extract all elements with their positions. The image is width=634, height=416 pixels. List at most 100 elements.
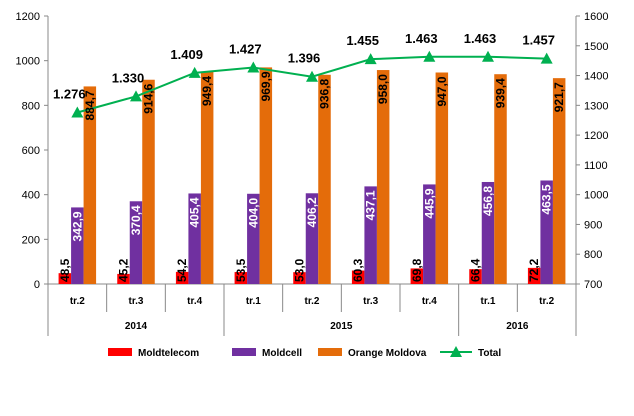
right-tick-label: 1000: [584, 190, 608, 202]
bar-moldcell: [188, 193, 201, 284]
bar-moldtelecom: [527, 267, 541, 284]
right-tick-label: 1500: [584, 41, 608, 53]
year-group-label: 2015: [330, 321, 353, 332]
left-tick-label: 0: [34, 279, 40, 291]
legend-label: Moldtelecom: [138, 348, 199, 359]
category-label: tr.3: [128, 296, 143, 307]
bar-moldcell: [71, 207, 84, 284]
legend-label: Total: [478, 348, 501, 359]
year-group-label: 2014: [125, 321, 148, 332]
bar-orange-moldova: [83, 86, 97, 285]
category-label: tr.2: [539, 296, 554, 307]
right-tick-label: 700: [584, 279, 602, 291]
right-tick-label: 1400: [584, 71, 608, 83]
bar-value-label: 53,5: [234, 258, 248, 282]
left-tick-label: 1000: [16, 56, 40, 68]
bar-orange-moldova: [494, 74, 507, 284]
total-point-marker: [188, 66, 201, 78]
bar-value-label: 66,4: [469, 258, 483, 282]
category-label: tr.3: [363, 296, 378, 307]
total-value-label: 1.330: [112, 70, 145, 85]
bar-value-label: 949,4: [200, 76, 214, 106]
bar-value-label: 914,6: [142, 83, 156, 113]
total-point-marker: [423, 50, 436, 62]
bar-value-label: 456,8: [481, 186, 495, 216]
legend-label: Orange Moldova: [348, 348, 427, 359]
bar-moldtelecom: [410, 268, 424, 284]
bar-value-label: 437,1: [364, 190, 378, 220]
bar-value-label: 936,8: [318, 78, 332, 108]
bar-moldtelecom: [234, 272, 248, 284]
bar-moldcell: [247, 193, 260, 284]
right-tick-label: 1100: [584, 160, 608, 172]
total-value-label: 1.463: [405, 31, 438, 46]
total-value-label: 1.457: [522, 33, 555, 48]
bar-value-label: 53,0: [293, 258, 307, 282]
bar-moldtelecom: [175, 271, 189, 284]
bar-moldcell: [364, 186, 377, 284]
bar-orange-moldova: [142, 79, 155, 284]
bar-value-label: 69,8: [410, 258, 424, 282]
total-value-label: 1.455: [346, 33, 379, 48]
total-point-marker: [540, 52, 553, 64]
bar-moldtelecom: [117, 273, 130, 284]
bar-orange-moldova: [552, 78, 566, 285]
total-point-marker: [482, 50, 494, 62]
bar-value-label: 342,9: [70, 211, 84, 241]
year-group-label: 2016: [506, 321, 529, 332]
legend: Moldtelecom Moldcell Orange Moldova Total: [108, 346, 501, 359]
bar-value-label: 445,9: [422, 188, 436, 218]
total-point-marker: [71, 106, 84, 118]
bar-value-label: 405,4: [188, 197, 202, 227]
total-point-marker: [364, 53, 377, 65]
total-point-marker: [247, 61, 260, 73]
bar-value-label: 404,0: [246, 197, 260, 227]
left-tick-label: 800: [22, 100, 40, 112]
bars-layer: [58, 67, 566, 285]
bar-orange-moldova: [200, 71, 214, 284]
bar-value-label: 463,5: [540, 184, 554, 214]
bar-value-label: 72,2: [527, 258, 541, 282]
right-tick-label: 800: [584, 249, 602, 261]
labels-layer: 48,5 342,9 884,7 45,2 370,4 914,6 54,2 405,4 949…: [53, 31, 566, 282]
bar-value-label: 969,9: [259, 71, 273, 101]
legend-swatch: [318, 348, 342, 356]
bar-orange-moldova: [318, 74, 331, 284]
right-tick-label: 1200: [584, 130, 608, 142]
left-tick-label: 400: [22, 190, 40, 202]
category-label: tr.4: [187, 296, 202, 307]
bar-value-label: 54,2: [175, 258, 189, 282]
bar-moldtelecom: [469, 269, 482, 284]
bar-value-label: 958,0: [376, 74, 390, 104]
bar-moldtelecom: [293, 272, 306, 284]
total-point-marker: [306, 70, 318, 82]
bar-value-label: 60,3: [351, 258, 365, 282]
total-line-layer: [71, 50, 553, 118]
total-value-label: 1.409: [170, 47, 203, 62]
bar-value-label: 884,7: [83, 90, 97, 120]
bar-orange-moldova: [259, 67, 273, 284]
left-tick-label: 600: [22, 145, 40, 157]
bar-value-label: 48,5: [58, 258, 72, 282]
bar-value-label: 939,4: [494, 78, 508, 108]
bar-value-label: 370,4: [129, 205, 143, 235]
bar-moldtelecom: [58, 273, 72, 284]
category-label: tr.1: [480, 296, 495, 307]
legend-swatch: [108, 348, 132, 356]
total-value-label: 1.427: [229, 42, 262, 57]
bar-value-label: 947,0: [435, 76, 449, 106]
bar-moldcell: [305, 193, 319, 284]
bar-value-label: 921,7: [552, 82, 566, 112]
left-tick-label: 1200: [16, 11, 40, 23]
legend-label: Moldcell: [262, 348, 302, 359]
bar-moldcell: [423, 184, 436, 284]
bar-value-label: 45,2: [117, 258, 131, 282]
category-label: tr.2: [304, 296, 319, 307]
bar-moldcell: [540, 180, 553, 284]
right-tick-label: 1600: [584, 11, 608, 23]
total-point-marker: [130, 90, 142, 102]
right-tick-label: 1300: [584, 100, 608, 112]
total-value-label: 1.463: [464, 31, 497, 46]
category-label: tr.4: [422, 296, 437, 307]
bar-moldtelecom: [351, 270, 365, 284]
